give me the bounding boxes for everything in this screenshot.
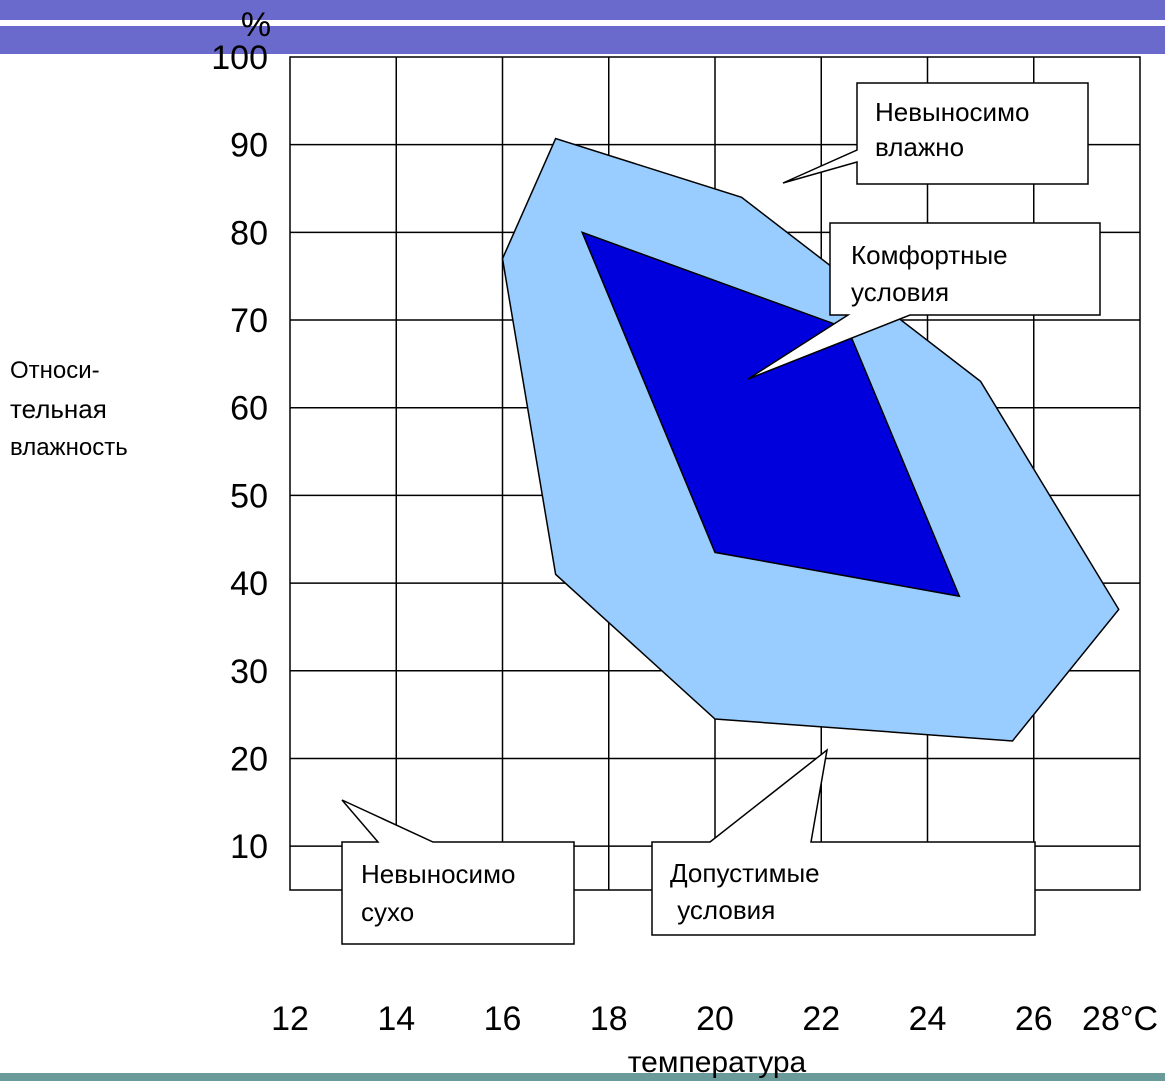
callout-text-unbearably-humid-1: Невыносимо [875,97,1029,127]
y-tick-label: 50 [230,477,268,515]
y-unit-label: % [241,6,271,44]
callout-text-unbearably-humid-2: влажно [875,132,964,162]
x-tick-label: 28°C [1082,1000,1158,1038]
y-axis-title: Относи- тельная влажность [10,357,128,461]
callout-shape-acceptable [651,748,1036,936]
x-tick-label: 22 [802,1000,840,1038]
y-tick-label: 90 [230,127,268,165]
callout-unbearably-humid: Невыносимо влажно [782,82,1089,185]
y-tick-label: 40 [230,565,268,603]
y-tick-label: 60 [230,390,268,428]
region-comfort [580,231,961,598]
y-tick-label: 10 [230,828,268,866]
callout-comfortable: Комфортные условия [747,222,1101,380]
callout-text-unbearably-dry-1: Невыносимо [361,859,515,889]
plot-area [289,56,1141,891]
callout-shape-unbearably-humid [782,82,1089,185]
callout-text-comfortable-1: Комфортные [851,240,1008,270]
x-tick-label: 14 [377,1000,415,1038]
y-axis-title-line-3: влажность [10,434,128,461]
y-axis-title-line-2: тельная [10,394,107,424]
x-tick-label: 26 [1015,1000,1053,1038]
y-tick-label: 20 [230,740,268,778]
x-axis-title: температура [628,1046,807,1079]
callout-acceptable: Допустимые условия [651,748,1036,936]
y-tick-label: 80 [230,214,268,252]
callout-text-unbearably-dry-2: сухо [361,897,414,927]
x-tick-label: 20 [696,1000,734,1038]
x-tick-label: 24 [909,1000,947,1038]
x-tick-label: 12 [271,1000,309,1038]
callout-text-acceptable-2: условия [670,895,775,925]
x-tick-label: 18 [590,1000,628,1038]
header-band-top [0,0,1165,20]
callout-text-acceptable-1: Допустимые [670,858,820,888]
callout-unbearably-dry: Невыносимо сухо [341,799,575,945]
callout-shape-comfortable [747,222,1101,380]
y-axis-title-line-1: Относи- [10,357,100,384]
y-tick-label: 30 [230,653,268,691]
callout-text-comfortable-2: условия [851,277,949,307]
y-tick-label: 100 [211,39,268,77]
axis-ticks: 12 14 16 18 20 22 24 26 28°C 100 90 80 70 60 50 40 30 20 1… [211,39,1158,1038]
y-tick-label: 70 [230,302,268,340]
footer-band [0,1073,1165,1081]
regions [501,137,1120,742]
callout-shape-unbearably-dry [341,799,575,945]
header-band-bottom [0,26,1165,54]
x-tick-label: 16 [484,1000,522,1038]
